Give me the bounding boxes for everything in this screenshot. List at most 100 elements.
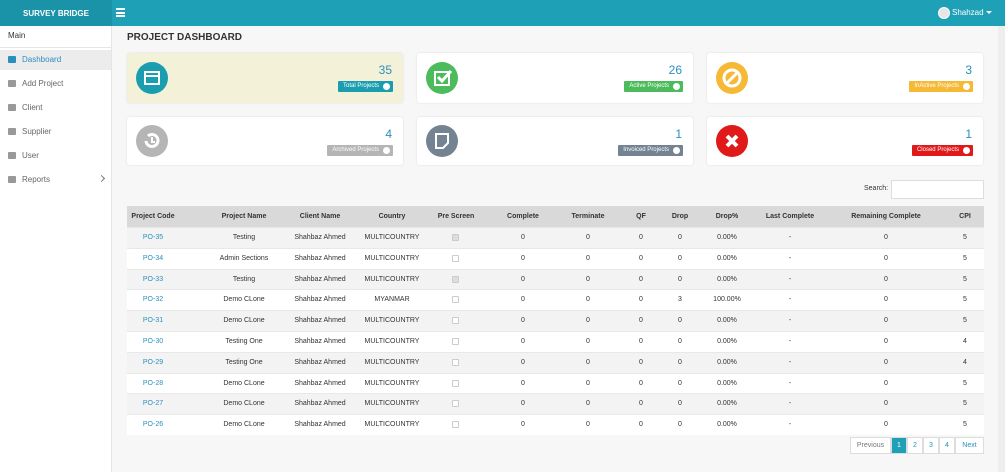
card-value: 3 <box>965 63 972 77</box>
caret <box>986 11 992 14</box>
card-badge: Archived Projects <box>327 145 393 156</box>
page-button[interactable]: 1 <box>891 437 907 454</box>
cell: 0 <box>678 358 682 366</box>
cell: Testing <box>232 275 256 283</box>
cell: Demo CLone <box>223 400 265 408</box>
cell: MULTICOUNTRY <box>364 275 420 283</box>
cell: Shahbaz Ahmed <box>294 358 346 366</box>
column-header[interactable]: Last Complete <box>765 213 815 220</box>
cell: 0 <box>884 275 888 283</box>
project-link[interactable]: PO-34 <box>142 254 164 262</box>
menu-item[interactable]: Supplier <box>22 127 52 136</box>
cell: Shahbaz Ahmed <box>294 400 346 408</box>
project-link[interactable]: PO-26 <box>142 421 164 429</box>
search-input[interactable] <box>891 180 984 199</box>
menu-icon <box>8 104 16 111</box>
column-header[interactable]: Remaining Complete <box>851 213 921 220</box>
menu-icon <box>8 56 16 63</box>
page-button[interactable]: 4 <box>939 437 955 454</box>
column-header[interactable]: Complete <box>507 213 539 220</box>
icon-glyph <box>435 133 449 149</box>
cell: 0 <box>521 275 525 283</box>
project-link[interactable]: PO-33 <box>142 275 164 283</box>
project-link[interactable]: PO-35 <box>142 234 164 241</box>
cell: MULTICOUNTRY <box>364 234 420 241</box>
page-button[interactable]: 2 <box>907 437 923 454</box>
badge-check <box>383 83 390 90</box>
cell: 0 <box>521 379 525 387</box>
menu-item[interactable]: User <box>22 151 39 160</box>
project-link[interactable]: PO-32 <box>142 296 164 304</box>
badge-check <box>963 83 970 90</box>
menu-item[interactable]: Add Project <box>22 79 64 88</box>
page-button[interactable]: Previous <box>850 437 891 454</box>
stat-card[interactable]: 4 Archived Projects <box>127 117 403 165</box>
column-header[interactable]: Drop% <box>715 213 739 220</box>
cell: MYANMAR <box>374 296 410 304</box>
page-title: PROJECT DASHBOARD <box>127 32 243 43</box>
project-link[interactable]: PO-30 <box>142 338 164 345</box>
badge-check <box>383 147 390 154</box>
stat-card[interactable]: 3 InActive Projects <box>707 53 983 103</box>
project-link[interactable]: PO-29 <box>142 358 164 366</box>
menu-toggle[interactable] <box>116 8 125 17</box>
cell: Shahbaz Ahmed <box>294 338 346 345</box>
cell: Shahbaz Ahmed <box>294 379 346 387</box>
cell: 5 <box>963 254 967 262</box>
card-value: 1 <box>675 127 682 141</box>
stat-card[interactable]: 35 Total Projects <box>127 53 403 103</box>
cell: 0 <box>884 421 888 429</box>
cell: 5 <box>963 317 967 325</box>
project-link[interactable]: PO-27 <box>142 400 164 408</box>
avatar <box>938 7 950 19</box>
cell: 0 <box>678 275 682 283</box>
column-header[interactable]: Client Name <box>299 213 341 220</box>
cell: 0 <box>586 317 590 325</box>
menu-item[interactable]: Dashboard <box>22 55 62 64</box>
stat-card[interactable]: 1 Closed Projects <box>707 117 983 165</box>
column-header[interactable]: Country <box>378 213 406 220</box>
menu-icon <box>8 80 16 87</box>
brand[interactable]: SURVEY BRIDGE <box>0 0 112 26</box>
column-header[interactable]: Drop <box>671 213 689 220</box>
card-icon <box>426 125 458 157</box>
cell: - <box>788 254 792 262</box>
stat-card[interactable]: 1 Invoiced Projects <box>417 117 693 165</box>
page-button[interactable]: Next <box>955 437 984 454</box>
column-header[interactable]: Pre Screen <box>437 213 475 220</box>
menu-item[interactable]: Client <box>22 103 43 112</box>
project-link[interactable]: PO-31 <box>142 317 164 325</box>
cell: 0 <box>586 400 590 408</box>
column-header[interactable]: Terminate <box>571 213 605 220</box>
page-button[interactable]: 3 <box>923 437 939 454</box>
column-header[interactable]: CPI <box>959 213 971 220</box>
pre-screen-checkbox <box>452 338 459 345</box>
column-header[interactable]: Project Code <box>131 213 175 220</box>
top-bar <box>0 0 1005 26</box>
column-header[interactable]: QF <box>636 213 646 220</box>
menu-icon <box>8 128 16 135</box>
table-row <box>127 247 984 269</box>
table-row <box>127 331 984 352</box>
cell: 3 <box>678 296 682 304</box>
card-icon <box>136 125 168 157</box>
card-icon <box>426 62 458 94</box>
pre-screen-checkbox <box>452 234 459 241</box>
column-header[interactable]: Project Name <box>221 213 267 220</box>
cell: - <box>788 296 792 304</box>
cell: 4 <box>963 338 967 345</box>
cell: 0.00% <box>717 234 737 241</box>
pre-screen-checkbox <box>452 296 459 304</box>
user-name[interactable]: Shahzad <box>952 8 984 17</box>
cell: MULTICOUNTRY <box>364 400 420 408</box>
project-link[interactable]: PO-28 <box>142 379 164 387</box>
cell: 0 <box>884 296 888 304</box>
cell: 0 <box>678 254 682 262</box>
table-header <box>127 206 984 227</box>
cell: 0.00% <box>717 379 737 387</box>
badge-check <box>673 147 680 154</box>
cell: - <box>788 338 792 345</box>
stat-card[interactable]: 26 Active Projects <box>417 53 693 103</box>
menu-item[interactable]: Reports <box>22 175 51 184</box>
cell: - <box>788 275 792 283</box>
